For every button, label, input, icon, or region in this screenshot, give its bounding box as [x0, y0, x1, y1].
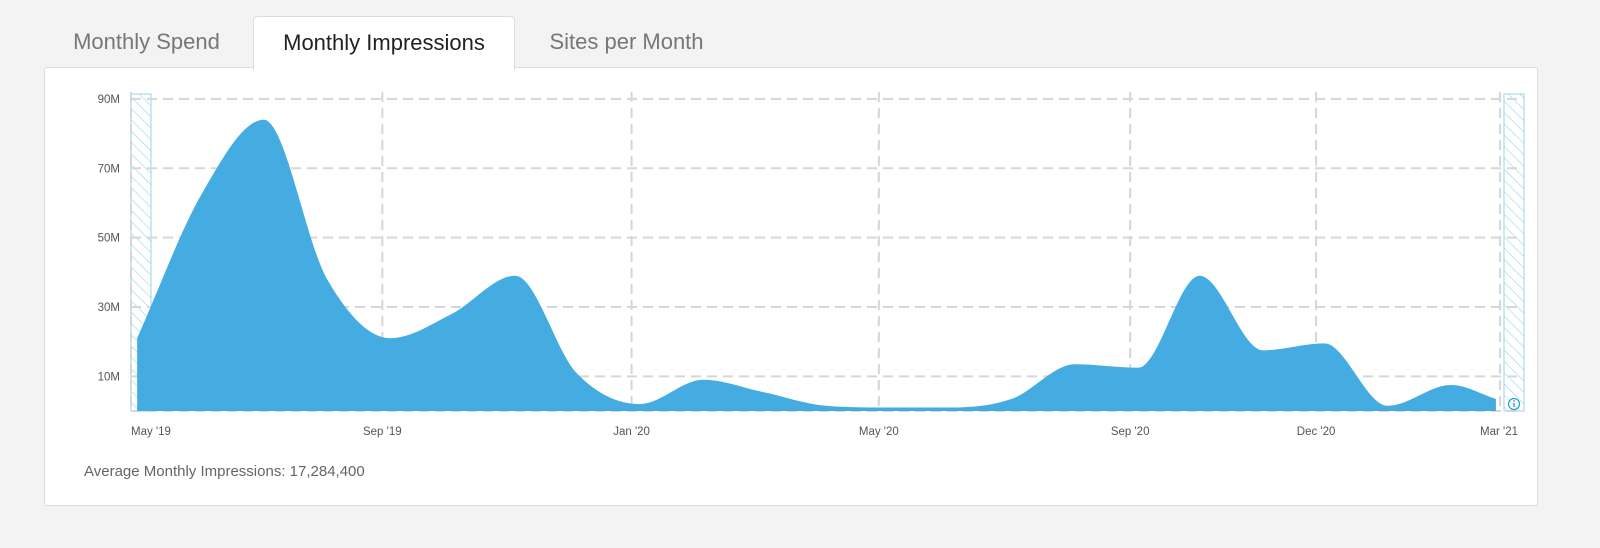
average-value: 17,284,400: [289, 463, 365, 480]
average-monthly-impressions: Average Monthly Impressions: 17,284,400: [84, 463, 365, 480]
chart-card: 90M 70M 50M 30M 10M May '19 Sep '19 Jan '20 May…: [44, 67, 1538, 506]
y-tick-label: 50M: [98, 233, 120, 245]
y-tick-label: 90M: [98, 94, 120, 106]
y-tick-label: 70M: [98, 163, 120, 175]
x-tick-label: Mar '21: [1480, 426, 1518, 438]
tab-monthly-spend[interactable]: Monthly Spend: [73, 29, 220, 54]
x-tick-label: May '20: [859, 426, 899, 438]
x-tick-label: May '19: [131, 426, 171, 438]
x-tick-label: Sep '20: [1111, 426, 1150, 438]
impressions-area: [137, 119, 1496, 411]
x-tick-label: Dec '20: [1297, 426, 1336, 438]
tab-monthly-impressions[interactable]: Monthly Impressions: [253, 16, 515, 70]
y-tick-label: 30M: [98, 302, 120, 314]
average-label: Average Monthly Impressions:: [84, 463, 286, 480]
x-tick-label: Jan '20: [613, 426, 650, 438]
y-axis: 90M 70M 50M 30M 10M: [98, 94, 120, 383]
x-axis: May '19 Sep '19 Jan '20 May '20 Sep '20 Dec '…: [131, 426, 1518, 438]
hatch-strip-end: [1503, 93, 1525, 412]
y-tick-label: 10M: [98, 371, 120, 383]
tab-sites-per-month[interactable]: Sites per Month: [549, 29, 704, 54]
x-tick-label: Sep '19: [363, 426, 402, 438]
area-series: [137, 119, 1496, 411]
info-icon[interactable]: [1507, 397, 1521, 411]
